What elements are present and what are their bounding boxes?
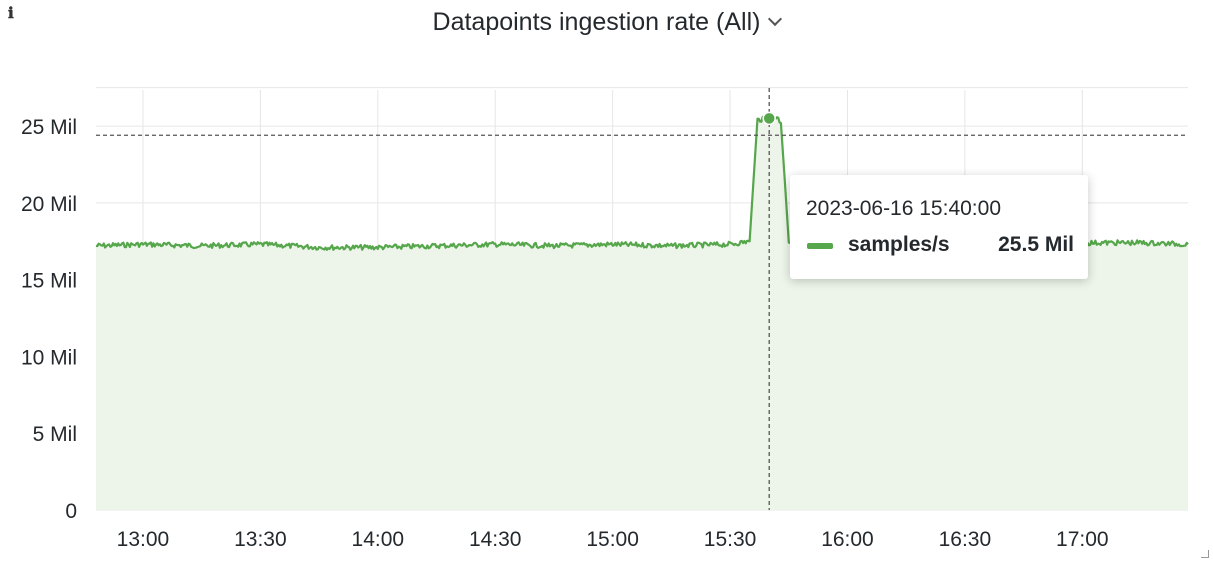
resize-handle[interactable] <box>1201 550 1209 558</box>
x-tick-label: 15:00 <box>586 528 639 551</box>
x-tick-label: 13:30 <box>234 528 287 551</box>
y-tick-label: 20 Mil <box>21 193 77 216</box>
hover-point <box>762 111 776 126</box>
y-tick-label: 15 Mil <box>21 270 77 293</box>
x-tick-label: 17:00 <box>1056 528 1109 551</box>
y-tick-label: 5 Mil <box>33 423 77 446</box>
series-area <box>96 116 1188 510</box>
y-tick-label: 25 Mil <box>21 116 77 139</box>
y-tick-label: 10 Mil <box>21 346 77 369</box>
tooltip-series-swatch <box>807 243 833 249</box>
y-tick-label: 0 <box>65 500 77 523</box>
tooltip-series-value: 25.5 Mil <box>998 233 1074 256</box>
x-tick-label: 15:30 <box>704 528 757 551</box>
panel-title-menu[interactable]: Datapoints ingestion rate (All) <box>0 8 1213 37</box>
tooltip-time: 2023-06-16 15:40:00 <box>806 197 1001 220</box>
panel-title: Datapoints ingestion rate (All) <box>432 8 761 36</box>
x-tick-label: 16:30 <box>939 528 992 551</box>
x-tick-label: 13:00 <box>117 528 170 551</box>
x-tick-label: 14:00 <box>352 528 405 551</box>
info-icon[interactable]: ℹ <box>8 4 14 22</box>
hover-tooltip: 2023-06-16 15:40:00 samples/s 25.5 Mil <box>790 175 1088 279</box>
x-tick-label: 14:30 <box>469 528 522 551</box>
x-tick-label: 16:00 <box>821 528 874 551</box>
tooltip-series-name: samples/s <box>848 233 950 256</box>
